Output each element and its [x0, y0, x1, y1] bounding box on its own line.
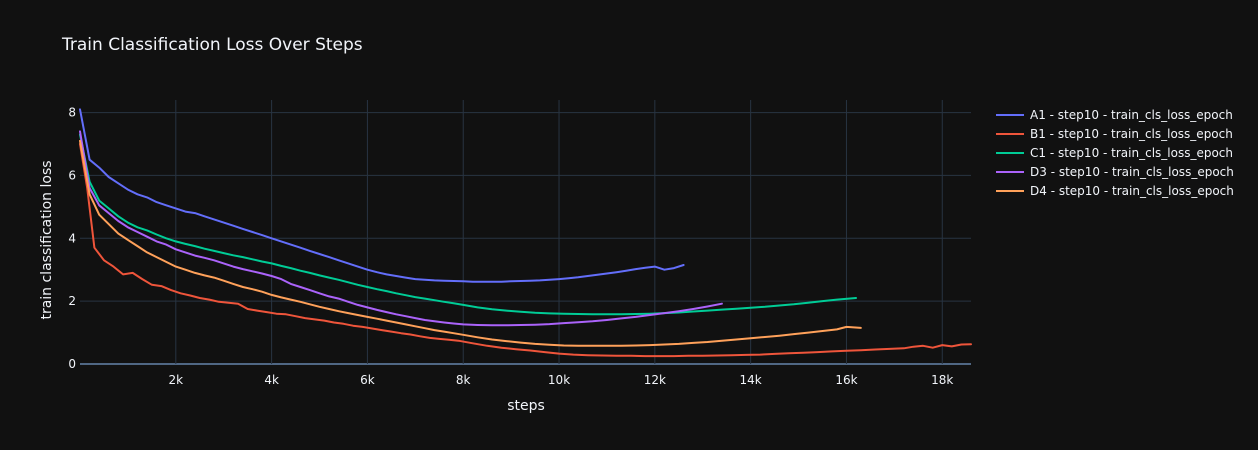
legend-label: A1 - step10 - train_cls_loss_epoch	[1030, 108, 1233, 122]
x-tick-label: 12k	[644, 373, 666, 387]
legend-item[interactable]: B1 - step10 - train_cls_loss_epoch	[996, 127, 1233, 141]
y-axis-title: train classification loss	[39, 160, 55, 319]
x-tick-label: 14k	[740, 373, 762, 387]
legend: A1 - step10 - train_cls_loss_epoch B1 - s…	[996, 108, 1234, 198]
x-tick-label: 10k	[548, 373, 570, 387]
x-axis-ticks: 2k 4k 6k 8k 10k 12k 14k 16k 18k	[169, 373, 954, 387]
x-tick-label: 2k	[169, 373, 184, 387]
legend-item[interactable]: A1 - step10 - train_cls_loss_epoch	[996, 108, 1233, 122]
y-tick-label: 0	[68, 357, 76, 371]
x-tick-label: 16k	[835, 373, 857, 387]
x-tick-label: 18k	[931, 373, 953, 387]
x-axis-title: steps	[507, 398, 545, 414]
y-axis-ticks: 0 2 4 6 8	[68, 106, 76, 371]
x-tick-label: 6k	[360, 373, 375, 387]
series-line-d4	[79, 139, 862, 347]
series-line-b1	[79, 143, 972, 358]
legend-item[interactable]: D3 - step10 - train_cls_loss_epoch	[996, 165, 1234, 179]
series-line-a1	[79, 108, 685, 283]
grid-lines	[80, 100, 971, 365]
legend-label: C1 - step10 - train_cls_loss_epoch	[1030, 146, 1233, 160]
legend-label: D3 - step10 - train_cls_loss_epoch	[1030, 165, 1234, 179]
y-tick-label: 2	[68, 294, 76, 308]
legend-label: D4 - step10 - train_cls_loss_epoch	[1030, 184, 1234, 198]
legend-label: B1 - step10 - train_cls_loss_epoch	[1030, 127, 1233, 141]
y-tick-label: 6	[68, 168, 76, 182]
x-tick-label: 4k	[264, 373, 279, 387]
series-line-c1	[79, 133, 857, 316]
series-lines	[79, 108, 972, 358]
legend-item[interactable]: D4 - step10 - train_cls_loss_epoch	[996, 184, 1234, 198]
legend-item[interactable]: C1 - step10 - train_cls_loss_epoch	[996, 146, 1233, 160]
y-tick-label: 8	[68, 106, 76, 120]
x-tick-label: 8k	[456, 373, 471, 387]
chart-title: Train Classification Loss Over Steps	[61, 35, 363, 55]
series-line-d3	[79, 130, 723, 327]
y-tick-label: 4	[68, 231, 76, 245]
